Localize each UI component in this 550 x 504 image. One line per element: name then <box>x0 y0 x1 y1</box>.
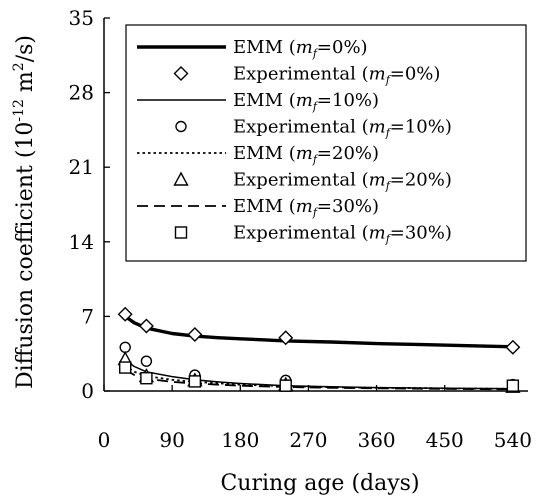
y-axis-title-exponent: -12 <box>11 99 27 122</box>
x-tick-label: 450 <box>426 428 464 452</box>
legend-entry-text-part: m <box>296 143 313 164</box>
y-tick-label: 7 <box>81 304 94 328</box>
legend-entry-text-part: Experimental ( <box>233 64 369 85</box>
legend-entry-label: Experimental (mf=20%) <box>233 170 452 193</box>
legend-entry-text-part: EMM ( <box>233 143 296 164</box>
experimental-point-diamond <box>138 318 154 334</box>
x-tick-label: 270 <box>289 428 327 452</box>
legend-box <box>125 24 527 262</box>
legend-entry-text-part: =20%) <box>317 143 379 164</box>
emm-series-line-2 <box>124 364 513 390</box>
legend-entry-text-part: f <box>312 100 319 113</box>
emm-series-line-0 <box>124 315 513 349</box>
experimental-point-diamond <box>505 339 521 355</box>
experimental-point-square <box>188 375 202 388</box>
experimental-point-diamond <box>278 330 294 346</box>
legend-entry-text-part: =0%) <box>317 37 368 58</box>
legend-entry-label: EMM (mf=30%) <box>233 196 379 219</box>
legend-entry-text-part: m <box>296 90 313 111</box>
legend-entry-text-part: f <box>312 153 319 166</box>
experimental-point-square <box>506 379 520 392</box>
legend-entry-text-part: f <box>385 127 392 140</box>
legend-entry-text-part: Experimental ( <box>233 223 369 244</box>
legend-entry-text-part: m <box>296 196 313 217</box>
y-tick-label: 35 <box>69 6 94 30</box>
y-tick-label: 21 <box>69 155 94 179</box>
legend-entry-text-part: m <box>369 170 386 191</box>
legend-entry-text-part: =20%) <box>390 170 452 191</box>
legend-entry-label: Experimental (mf=10%) <box>233 117 452 140</box>
legend-entry-text-part: m <box>369 64 386 85</box>
legend: EMM (mf=0%)Experimental (mf=0%)EMM (mf=1… <box>125 24 527 262</box>
y-tick-label: 0 <box>81 379 94 403</box>
y-axis-title-unit-exponent: 2 <box>11 62 27 71</box>
legend-entry-text-part: Experimental ( <box>233 117 369 138</box>
y-axis-title-main: Diffusion coefficient (10 <box>13 122 38 389</box>
legend-entry-text-part: =10%) <box>317 90 379 111</box>
legend-entry-label: EMM (mf=20%) <box>233 143 379 166</box>
x-tick-label: 0 <box>98 428 111 452</box>
legend-entry-text-part: EMM ( <box>233 90 296 111</box>
legend-marker-square <box>174 226 188 239</box>
legend-entry-text-part: =30%) <box>317 196 379 217</box>
x-axis-title: Curing age (days) <box>220 471 419 496</box>
experimental-point-square <box>118 361 132 374</box>
legend-entry-text-part: f <box>385 180 392 193</box>
legend-entry-text-part: f <box>385 233 392 246</box>
legend-entry-text-part: EMM ( <box>233 37 296 58</box>
x-tick-label: 540 <box>494 428 532 452</box>
legend-entry-text-part: EMM ( <box>233 196 296 217</box>
experimental-point-circle <box>119 341 131 354</box>
y-tick-label: 14 <box>69 230 94 254</box>
legend-entry-text-part: m <box>369 223 386 244</box>
y-tick-label: 28 <box>69 81 94 105</box>
emm-series-line-1 <box>124 359 513 390</box>
legend-marker-triangle <box>173 171 189 186</box>
x-tick-label: 180 <box>221 428 259 452</box>
legend-entry-label: Experimental (mf=30%) <box>233 223 452 246</box>
legend-entry-text-part: f <box>312 206 319 219</box>
legend-entry-text-part: f <box>385 74 392 87</box>
legend-entry-text-part: f <box>312 47 319 60</box>
legend-entry-text-part: Experimental ( <box>233 170 369 191</box>
legend-entry-text-part: m <box>369 117 386 138</box>
legend-entry-text-part: m <box>296 37 313 58</box>
legend-entry-text-part: =0%) <box>390 64 441 85</box>
legend-entry-label: EMM (mf=10%) <box>233 90 379 113</box>
legend-marker-circle <box>175 120 187 133</box>
x-tick-label: 90 <box>159 428 184 452</box>
legend-marker-diamond <box>173 66 189 81</box>
legend-entry-label: Experimental (mf=0%) <box>233 64 440 87</box>
experimental-point-diamond <box>187 327 203 343</box>
legend-entry-label: EMM (mf=0%) <box>233 37 368 60</box>
y-axis-title: Diffusion coefficient (10-12 m2/s) <box>11 35 38 389</box>
experimental-point-square <box>140 372 153 385</box>
legend-entry-text-part: =10%) <box>390 117 452 138</box>
y-axis-title-unit: m <box>13 71 38 99</box>
x-tick-label: 360 <box>357 428 395 452</box>
legend-entry-text-part: =30%) <box>390 223 452 244</box>
experimental-point-circle <box>140 355 153 367</box>
experimental-point-diamond <box>117 306 133 322</box>
experimental-point-square <box>279 379 292 392</box>
y-axis-title-end: /s) <box>13 35 38 62</box>
